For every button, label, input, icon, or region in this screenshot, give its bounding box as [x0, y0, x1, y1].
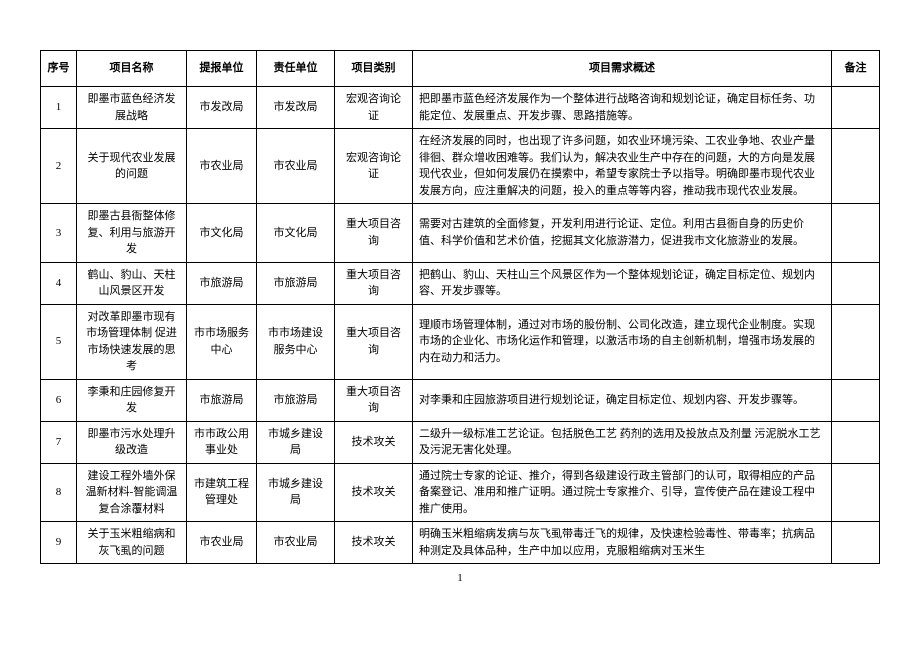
table-row: 5对改革即墨市现有市场管理体制 促进市场快速发展的思考市市场服务中心市市场建设服… — [41, 304, 880, 379]
cell-note — [832, 304, 880, 379]
table-row: 3即墨古县衙整体修复、利用与旅游开发市文化局市文化局重大项目咨询需要对古建筑的全… — [41, 204, 880, 263]
project-table: 序号 项目名称 提报单位 责任单位 项目类别 项目需求概述 备注 1即墨市蓝色经… — [40, 50, 880, 564]
table-row: 1即墨市蓝色经济发展战略市发改局市发改局宏观咨询论证把即墨市蓝色经济发展作为一个… — [41, 87, 880, 129]
cell-resp_unit: 市城乡建设局 — [257, 463, 335, 522]
cell-report_unit: 市文化局 — [187, 204, 257, 263]
cell-note — [832, 522, 880, 564]
cell-note — [832, 129, 880, 204]
cell-resp_unit: 市旅游局 — [257, 379, 335, 421]
cell-type: 重大项目咨询 — [335, 304, 413, 379]
cell-seq: 6 — [41, 379, 77, 421]
cell-name: 鹤山、豹山、天柱山风景区开发 — [77, 262, 187, 304]
table-row: 2关于现代农业发展的问题市农业局市农业局宏观咨询论证在经济发展的同时，也出现了许… — [41, 129, 880, 204]
cell-desc: 明确玉米粗缩病发病与灰飞虱带毒迁飞的规律，及快速检验毒性、带毒率；抗病品种测定及… — [413, 522, 832, 564]
cell-desc: 在经济发展的同时，也出现了许多问题，如农业环境污染、工农业争地、农业产量徘徊、群… — [413, 129, 832, 204]
header-desc: 项目需求概述 — [413, 51, 832, 87]
header-seq: 序号 — [41, 51, 77, 87]
cell-report_unit: 市农业局 — [187, 522, 257, 564]
cell-desc: 需要对古建筑的全面修复，开发利用进行论证、定位。利用古县衙自身的历史价值、科学价… — [413, 204, 832, 263]
table-row: 4鹤山、豹山、天柱山风景区开发市旅游局市旅游局重大项目咨询把鹤山、豹山、天柱山三… — [41, 262, 880, 304]
cell-desc: 把即墨市蓝色经济发展作为一个整体进行战略咨询和规划论证，确定目标任务、功能定位、… — [413, 87, 832, 129]
cell-note — [832, 379, 880, 421]
header-name: 项目名称 — [77, 51, 187, 87]
cell-resp_unit: 市农业局 — [257, 129, 335, 204]
cell-report_unit: 市农业局 — [187, 129, 257, 204]
cell-type: 技术攻关 — [335, 463, 413, 522]
cell-resp_unit: 市城乡建设局 — [257, 421, 335, 463]
cell-resp_unit: 市发改局 — [257, 87, 335, 129]
cell-name: 关于现代农业发展的问题 — [77, 129, 187, 204]
header-resp-unit: 责任单位 — [257, 51, 335, 87]
cell-type: 技术攻关 — [335, 421, 413, 463]
cell-seq: 9 — [41, 522, 77, 564]
cell-resp_unit: 市旅游局 — [257, 262, 335, 304]
cell-type: 宏观咨询论证 — [335, 129, 413, 204]
cell-name: 即墨古县衙整体修复、利用与旅游开发 — [77, 204, 187, 263]
cell-seq: 2 — [41, 129, 77, 204]
cell-type: 宏观咨询论证 — [335, 87, 413, 129]
table-body: 1即墨市蓝色经济发展战略市发改局市发改局宏观咨询论证把即墨市蓝色经济发展作为一个… — [41, 87, 880, 564]
cell-name: 即墨市蓝色经济发展战略 — [77, 87, 187, 129]
table-row: 6李秉和庄园修复开发市旅游局市旅游局重大项目咨询对李秉和庄园旅游项目进行规划论证… — [41, 379, 880, 421]
cell-note — [832, 87, 880, 129]
cell-name: 李秉和庄园修复开发 — [77, 379, 187, 421]
cell-desc: 把鹤山、豹山、天柱山三个风景区作为一个整体规划论证，确定目标定位、规划内容、开发… — [413, 262, 832, 304]
table-header-row: 序号 项目名称 提报单位 责任单位 项目类别 项目需求概述 备注 — [41, 51, 880, 87]
header-report-unit: 提报单位 — [187, 51, 257, 87]
cell-seq: 4 — [41, 262, 77, 304]
cell-report_unit: 市发改局 — [187, 87, 257, 129]
cell-type: 重大项目咨询 — [335, 204, 413, 263]
cell-seq: 1 — [41, 87, 77, 129]
table-row: 9关于玉米粗缩病和灰飞虱的问题市农业局市农业局技术攻关明确玉米粗缩病发病与灰飞虱… — [41, 522, 880, 564]
cell-resp_unit: 市市场建设服务中心 — [257, 304, 335, 379]
cell-note — [832, 421, 880, 463]
cell-type: 技术攻关 — [335, 522, 413, 564]
cell-note — [832, 463, 880, 522]
cell-seq: 8 — [41, 463, 77, 522]
cell-resp_unit: 市农业局 — [257, 522, 335, 564]
cell-name: 建设工程外墙外保温新材料-智能调温复合涂覆材料 — [77, 463, 187, 522]
table-row: 7即墨市污水处理升级改造市市政公用事业处市城乡建设局技术攻关二级升一级标准工艺论… — [41, 421, 880, 463]
cell-name: 即墨市污水处理升级改造 — [77, 421, 187, 463]
cell-desc: 理顺市场管理体制，通过对市场的股份制、公司化改造，建立现代企业制度。实现市场的企… — [413, 304, 832, 379]
cell-note — [832, 262, 880, 304]
cell-type: 重大项目咨询 — [335, 262, 413, 304]
header-type: 项目类别 — [335, 51, 413, 87]
cell-report_unit: 市建筑工程管理处 — [187, 463, 257, 522]
cell-report_unit: 市市政公用事业处 — [187, 421, 257, 463]
table-row: 8建设工程外墙外保温新材料-智能调温复合涂覆材料市建筑工程管理处市城乡建设局技术… — [41, 463, 880, 522]
cell-resp_unit: 市文化局 — [257, 204, 335, 263]
cell-report_unit: 市旅游局 — [187, 262, 257, 304]
header-note: 备注 — [832, 51, 880, 87]
cell-desc: 通过院士专家的论证、推介，得到各级建设行政主管部门的认可，取得相应的产品备案登记… — [413, 463, 832, 522]
cell-desc: 二级升一级标准工艺论证。包括脱色工艺 药剂的选用及投放点及剂量 污泥脱水工艺及污… — [413, 421, 832, 463]
cell-name: 对改革即墨市现有市场管理体制 促进市场快速发展的思考 — [77, 304, 187, 379]
page-number: 1 — [40, 572, 880, 584]
cell-type: 重大项目咨询 — [335, 379, 413, 421]
cell-name: 关于玉米粗缩病和灰飞虱的问题 — [77, 522, 187, 564]
cell-desc: 对李秉和庄园旅游项目进行规划论证，确定目标定位、规划内容、开发步骤等。 — [413, 379, 832, 421]
cell-report_unit: 市市场服务中心 — [187, 304, 257, 379]
cell-note — [832, 204, 880, 263]
cell-seq: 7 — [41, 421, 77, 463]
cell-report_unit: 市旅游局 — [187, 379, 257, 421]
cell-seq: 5 — [41, 304, 77, 379]
cell-seq: 3 — [41, 204, 77, 263]
